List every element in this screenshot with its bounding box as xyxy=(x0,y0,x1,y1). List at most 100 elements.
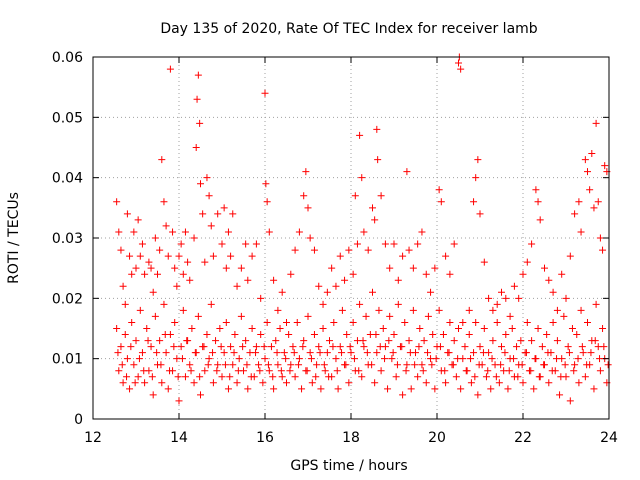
data-point xyxy=(261,89,269,97)
data-point xyxy=(538,343,546,351)
data-point xyxy=(136,306,144,314)
data-point xyxy=(345,246,353,254)
data-point xyxy=(436,343,444,351)
data-point xyxy=(186,361,194,369)
data-point xyxy=(244,276,252,284)
data-point xyxy=(179,270,187,278)
data-point xyxy=(406,349,414,357)
data-point xyxy=(291,246,299,254)
data-point xyxy=(143,325,151,332)
data-point xyxy=(222,264,230,272)
data-point xyxy=(270,385,278,393)
data-point xyxy=(140,367,148,375)
data-point xyxy=(323,288,331,296)
data-point xyxy=(214,361,222,369)
data-point xyxy=(197,180,204,188)
data-point xyxy=(329,343,337,351)
data-point xyxy=(141,270,149,278)
data-point xyxy=(141,379,149,387)
x-tick-label: 20 xyxy=(428,430,446,446)
data-point xyxy=(181,373,189,381)
data-point xyxy=(470,198,478,206)
data-point xyxy=(373,125,381,133)
data-point xyxy=(257,294,265,302)
data-point xyxy=(158,379,166,387)
data-point xyxy=(414,373,422,381)
data-point xyxy=(581,156,589,164)
data-point xyxy=(209,349,217,357)
data-point xyxy=(428,361,436,369)
data-point xyxy=(214,210,222,218)
data-point xyxy=(123,210,131,218)
data-point xyxy=(252,349,260,357)
data-point xyxy=(338,306,346,314)
data-point xyxy=(338,349,346,357)
data-point xyxy=(501,349,509,357)
data-point xyxy=(561,361,569,369)
data-point xyxy=(528,240,536,248)
data-point xyxy=(158,156,166,164)
data-point xyxy=(255,361,263,369)
data-point xyxy=(442,379,450,387)
data-point xyxy=(398,343,406,351)
data-point xyxy=(558,270,566,278)
data-point xyxy=(474,391,482,399)
data-point xyxy=(571,361,579,369)
y-axis-label: ROTI / TECUs xyxy=(6,192,22,284)
x-tick-label: 12 xyxy=(84,430,102,446)
data-point xyxy=(235,355,243,363)
data-point xyxy=(364,246,372,254)
data-point xyxy=(209,252,217,260)
data-point xyxy=(393,361,401,369)
data-point xyxy=(422,379,430,387)
data-point xyxy=(343,331,351,339)
data-point xyxy=(402,367,410,375)
data-point xyxy=(474,156,482,164)
data-point xyxy=(422,270,430,278)
data-point xyxy=(325,373,333,381)
data-point xyxy=(299,343,307,351)
data-point xyxy=(562,294,570,302)
data-point xyxy=(566,252,574,260)
data-point xyxy=(599,325,607,332)
data-point xyxy=(461,343,469,351)
data-point xyxy=(596,234,604,242)
data-point xyxy=(472,174,480,182)
data-point xyxy=(536,216,544,224)
data-point xyxy=(424,349,432,357)
data-point xyxy=(171,318,179,326)
y-tick-label: 0.02 xyxy=(52,291,83,307)
data-point xyxy=(513,343,521,351)
data-point xyxy=(285,331,293,339)
data-point xyxy=(162,349,170,357)
data-point xyxy=(414,240,422,248)
data-point xyxy=(506,312,514,320)
data-point xyxy=(604,361,612,369)
data-point xyxy=(454,355,462,363)
data-point xyxy=(188,325,196,332)
data-point xyxy=(286,367,294,375)
data-point xyxy=(353,240,361,248)
data-point xyxy=(218,240,226,248)
data-point xyxy=(193,95,201,103)
y-tick-label: 0.03 xyxy=(52,231,83,247)
data-point xyxy=(190,234,198,242)
data-point xyxy=(145,258,153,266)
data-point xyxy=(573,331,581,339)
data-point xyxy=(540,361,548,369)
data-point xyxy=(415,343,423,351)
data-point xyxy=(445,349,453,357)
data-point xyxy=(177,343,185,351)
data-point xyxy=(457,385,465,393)
data-point xyxy=(409,264,417,272)
data-point xyxy=(439,331,447,339)
data-point xyxy=(544,349,552,357)
data-point xyxy=(517,337,525,345)
data-point xyxy=(467,355,475,363)
data-point xyxy=(429,331,437,339)
data-point xyxy=(446,318,454,326)
data-point xyxy=(213,367,221,375)
data-point xyxy=(270,276,278,284)
data-point xyxy=(328,264,336,272)
